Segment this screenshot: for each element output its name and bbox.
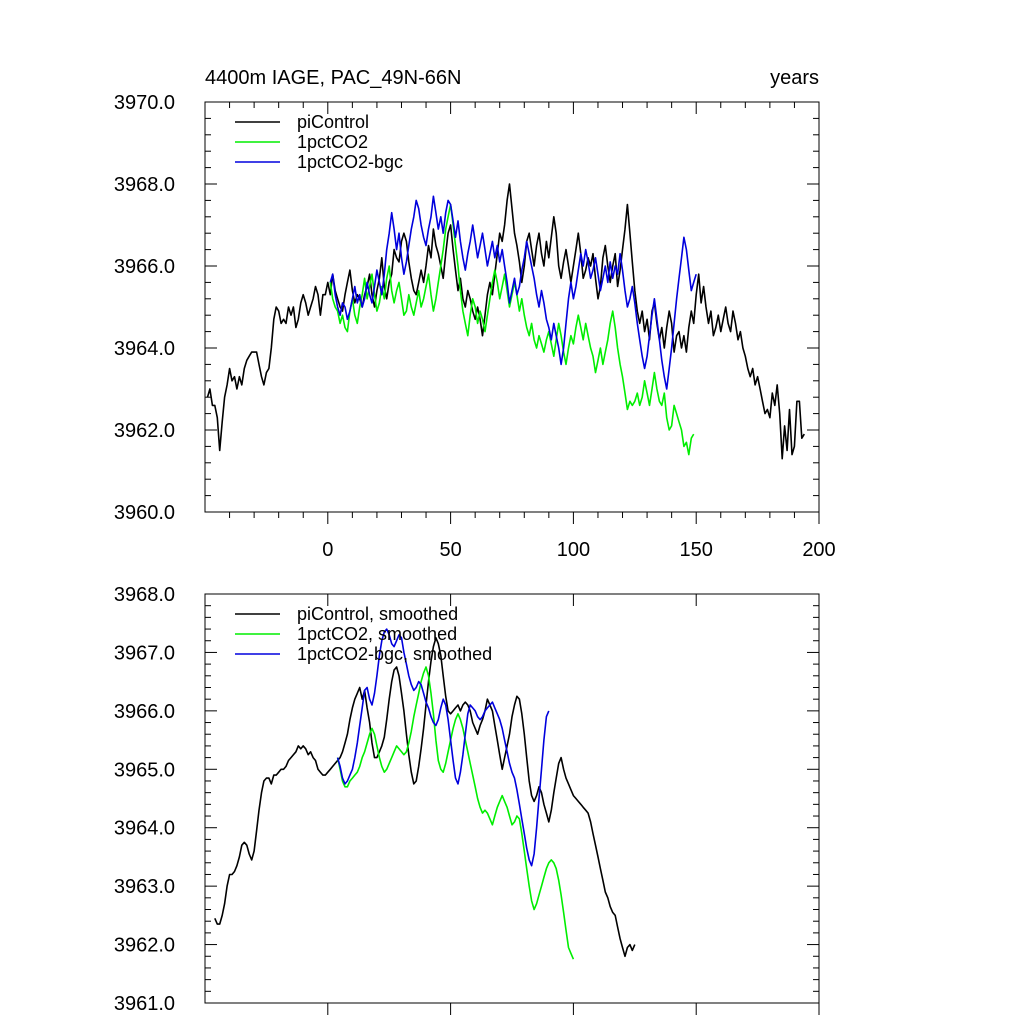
x-tick-label: 0 — [322, 539, 333, 561]
series-line-1pctco2-bgc-smoothed — [336, 628, 550, 867]
legend-label: 1pctCO2 — [297, 132, 368, 152]
y-tick-label: 3965.0 — [114, 759, 175, 781]
y-tick-label: 3968.0 — [114, 584, 175, 606]
y-tick-label: 3964.0 — [114, 338, 175, 360]
y-tick-label: 3962.0 — [114, 935, 175, 957]
plot-frame — [204, 593, 820, 1004]
y-tick-label: 3961.0 — [114, 993, 175, 1015]
legend-label: 1pctCO2, smoothed — [297, 624, 457, 644]
series-line-1pctco2-smoothed — [336, 666, 575, 960]
y-tick-label: 3968.0 — [114, 174, 175, 196]
x-tick-label: 200 — [802, 539, 835, 561]
legend-label: 1pctCO2-bgc, smoothed — [297, 644, 492, 664]
y-tick-label: 3970.0 — [114, 92, 175, 114]
legend-label: piControl — [297, 112, 369, 132]
x-tick-label: 150 — [680, 539, 713, 561]
x-tick-label: 100 — [557, 539, 590, 561]
series-line-picontrol-smoothed — [214, 637, 636, 958]
chart-right-title: years — [770, 67, 819, 89]
y-tick-label: 3960.0 — [114, 502, 175, 524]
plot-frame — [204, 101, 820, 513]
y-tick-label: 3967.0 — [114, 642, 175, 664]
legend-label: 1pctCO2-bgc — [297, 152, 403, 172]
y-tick-label: 3966.0 — [114, 256, 175, 278]
y-tick-label: 3964.0 — [114, 818, 175, 840]
x-tick-label: 50 — [439, 539, 461, 561]
panel-2: 3961.0 3962.0 3963.0 3964.0 3965.0 3966.0 3967… — [114, 584, 820, 1015]
series-line-picontrol — [206, 183, 805, 460]
y-tick-label: 3963.0 — [114, 876, 175, 898]
y-tick-label: 3966.0 — [114, 701, 175, 723]
series-line-1pctco2-bgc — [329, 195, 697, 390]
panel-1: 3960.0 3962.0 3964.0 3966.0 3968.0 3970.0 0 50 1… — [114, 67, 836, 561]
chart-title: 4400m IAGE, PAC_49N-66N — [205, 67, 461, 89]
legend-label: piControl, smoothed — [297, 604, 458, 624]
series-line-1pctco2 — [329, 203, 695, 456]
y-tick-label: 3962.0 — [114, 420, 175, 442]
